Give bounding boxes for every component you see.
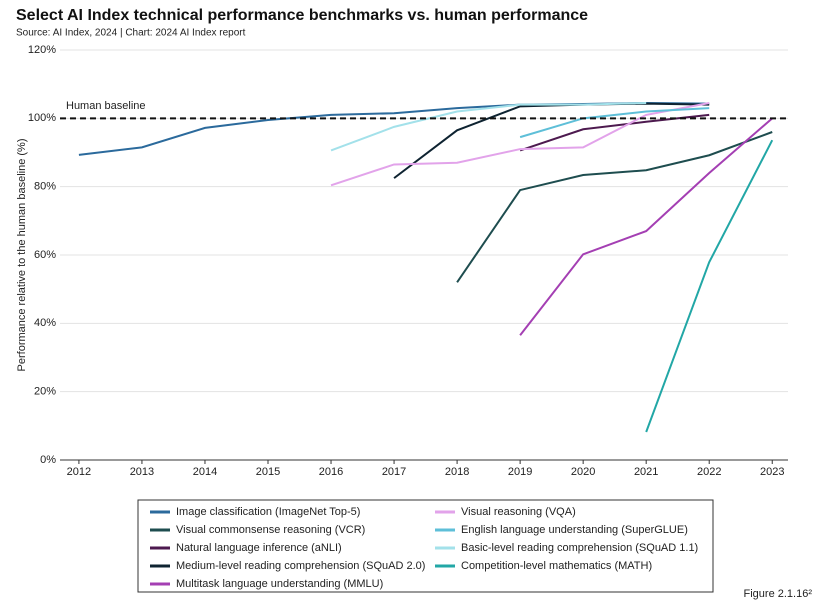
legend-label: Natural language inference (aNLI) (176, 542, 342, 554)
figure-label: Figure 2.1.16² (744, 588, 813, 600)
legend-box (137, 499, 714, 593)
y-tick-label: 120% (28, 44, 56, 56)
chart-title: Select AI Index technical performance be… (16, 7, 588, 24)
baseline-label: Human baseline (66, 100, 146, 112)
series-line (330, 101, 710, 187)
y-tick-label: 60% (34, 249, 56, 261)
y-tick-label: 40% (34, 317, 56, 329)
legend-label: Visual reasoning (VQA) (461, 506, 576, 518)
x-tick-label: 2019 (508, 466, 532, 478)
legend-label: English language understanding (SuperGLU… (461, 524, 688, 536)
y-tick-label: 0% (40, 454, 56, 466)
x-tick-label: 2020 (571, 466, 595, 478)
legend-label: Basic-level reading comprehension (SQuAD… (461, 542, 698, 554)
y-tick-label: 20% (34, 386, 56, 398)
x-tick-label: 2012 (67, 466, 91, 478)
series-line (78, 101, 710, 156)
x-tick-label: 2021 (634, 466, 658, 478)
x-tick-label: 2018 (445, 466, 469, 478)
y-axis-label: Performance relative to the human baseli… (16, 139, 28, 372)
x-tick-label: 2023 (760, 466, 784, 478)
legend-label: Multitask language understanding (MMLU) (176, 578, 383, 590)
legend-label: Medium-level reading comprehension (SQuA… (176, 560, 425, 572)
y-tick-label: 80% (34, 181, 56, 193)
series-line (456, 131, 773, 283)
x-tick-label: 2015 (256, 466, 280, 478)
legend-label: Visual commonsense reasoning (VCR) (176, 524, 365, 536)
y-tick-label: 100% (28, 112, 56, 124)
chart-subtitle: Source: AI Index, 2024 | Chart: 2024 AI … (16, 28, 246, 39)
x-tick-label: 2017 (382, 466, 406, 478)
series-line (519, 107, 710, 139)
legend-label: Competition-level mathematics (MATH) (461, 560, 652, 572)
series-line (330, 101, 647, 152)
series-line (519, 117, 773, 336)
x-tick-label: 2016 (319, 466, 343, 478)
series-line (519, 113, 710, 152)
x-tick-label: 2014 (193, 466, 217, 478)
series-line (645, 139, 774, 433)
x-tick-label: 2013 (130, 466, 154, 478)
x-tick-label: 2022 (697, 466, 721, 478)
legend-label: Image classification (ImageNet Top-5) (176, 506, 360, 518)
